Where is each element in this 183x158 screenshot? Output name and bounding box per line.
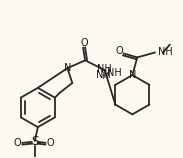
Text: N: N xyxy=(129,70,136,80)
Text: NH: NH xyxy=(158,47,173,58)
Text: NH: NH xyxy=(96,70,111,80)
Text: O: O xyxy=(47,138,54,148)
Text: O: O xyxy=(80,38,88,48)
Text: N: N xyxy=(64,63,71,73)
Text: NH: NH xyxy=(107,68,122,78)
Text: S: S xyxy=(31,135,39,148)
Text: O: O xyxy=(13,138,21,148)
Text: O: O xyxy=(116,46,123,57)
Text: NH: NH xyxy=(97,64,112,74)
Text: H: H xyxy=(102,72,108,81)
